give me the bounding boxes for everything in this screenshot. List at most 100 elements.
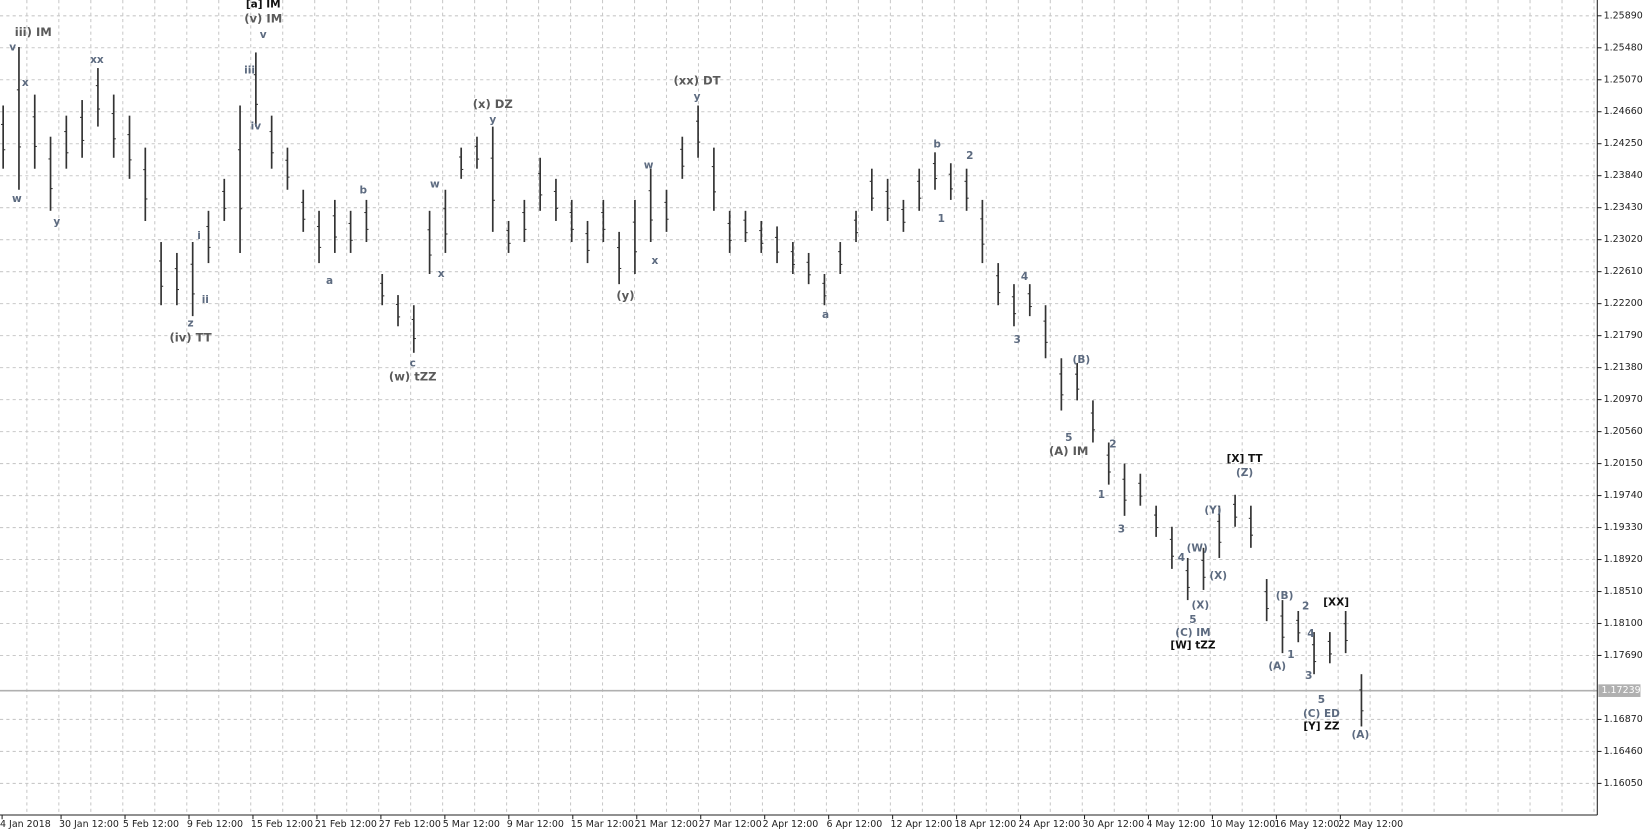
x-tick-label: 6 Apr 12:00 <box>827 819 883 830</box>
wave-label: 4 <box>1021 271 1028 283</box>
x-tick-label: 4 Jan 2018 <box>0 819 51 830</box>
y-tick-label: 1.18920 <box>1604 554 1643 565</box>
x-tick-label: 27 Feb 12:00 <box>379 819 441 830</box>
x-tick-label: 9 Mar 12:00 <box>507 819 564 830</box>
x-tick-label: 4 May 12:00 <box>1146 819 1205 830</box>
wave-label: v <box>260 29 267 41</box>
x-tick-label: 30 Apr 12:00 <box>1082 819 1144 830</box>
x-tick-label: 21 Mar 12:00 <box>635 819 698 830</box>
y-tick-label: 1.25070 <box>1604 74 1643 85</box>
x-tick-label: 9 Feb 12:00 <box>187 819 243 830</box>
wave-label: y <box>694 91 701 103</box>
wave-label: b <box>359 185 367 197</box>
wave-label: xx <box>90 54 104 66</box>
plot-area <box>0 0 1597 815</box>
x-tick-label: 18 Apr 12:00 <box>954 819 1016 830</box>
wave-label: [XX] <box>1323 596 1349 608</box>
y-tick-label: 1.21790 <box>1604 330 1643 341</box>
y-tick-label: 1.17690 <box>1604 650 1643 661</box>
wave-label: iii <box>244 65 255 77</box>
y-tick-label: 1.22200 <box>1604 298 1643 309</box>
x-tick-label: 5 Feb 12:00 <box>123 819 179 830</box>
last-price-label: 1.17239 <box>1602 685 1641 696</box>
wave-label: y <box>489 114 496 126</box>
x-tick-label: 22 May 12:00 <box>1338 819 1403 830</box>
wave-label: (x) DZ <box>473 97 513 111</box>
wave-label: 3 <box>1118 524 1125 536</box>
wave-label: (iv) TT <box>169 331 211 345</box>
x-tick-label: 16 May 12:00 <box>1274 819 1339 830</box>
wave-label: (W) <box>1187 543 1208 555</box>
x-tick-label: 24 Apr 12:00 <box>1018 819 1080 830</box>
wave-label: y <box>53 216 60 228</box>
y-tick-label: 1.16460 <box>1604 746 1643 757</box>
wave-label: v <box>9 41 16 53</box>
grid <box>0 0 1598 816</box>
wave-label: a <box>326 275 333 287</box>
x-tick-label: 30 Jan 12:00 <box>59 819 119 830</box>
wave-label: (X) <box>1209 570 1227 582</box>
wave-label: (A) <box>1352 729 1370 741</box>
y-tick-label: 1.20150 <box>1604 458 1643 469</box>
bars <box>0 47 1598 727</box>
wave-label: 5 <box>1065 432 1072 444</box>
wave-label: iv <box>251 120 262 132</box>
wave-label: (w) tZZ <box>389 369 437 383</box>
wave-label: [X] TT <box>1227 453 1264 465</box>
y-tick-label: 1.22610 <box>1604 266 1643 277</box>
y-tick-label: 1.24660 <box>1604 106 1643 117</box>
wave-label: [Y] ZZ <box>1303 721 1340 733</box>
wave-label: 4 <box>1307 628 1314 640</box>
wave-label: (v) IM <box>244 11 282 25</box>
wave-label: 4 <box>1178 552 1185 564</box>
wave-label: (A) IM <box>1049 444 1088 458</box>
x-tick-label: 15 Feb 12:00 <box>251 819 313 830</box>
wave-label: 5 <box>1318 694 1325 706</box>
wave-label: (Z) <box>1236 467 1253 479</box>
wave-label: ii <box>202 294 209 306</box>
wave-label: 1 <box>1287 649 1294 661</box>
wave-label: [a] IM <box>246 0 281 10</box>
y-tick-label: 1.16870 <box>1604 714 1643 725</box>
wave-label: (B) <box>1073 354 1091 366</box>
x-tick-label: 10 May 12:00 <box>1210 819 1275 830</box>
wave-label: [W] tZZ <box>1170 639 1216 651</box>
y-tick-label: 1.23840 <box>1604 170 1643 181</box>
y-tick-label: 1.20970 <box>1604 394 1643 405</box>
wave-label: (C) ED <box>1303 708 1340 720</box>
x-tick-label: 21 Feb 12:00 <box>315 819 377 830</box>
y-tick-label: 1.19740 <box>1604 490 1643 501</box>
wave-label: 5 <box>1189 614 1196 626</box>
x-tick-label: 27 Mar 12:00 <box>699 819 762 830</box>
wave-label: iii) IM <box>15 25 52 39</box>
wave-label: w <box>12 193 22 205</box>
wave-label: (Y) <box>1204 505 1221 517</box>
wave-label: (y) <box>616 288 634 302</box>
wave-label: z <box>188 317 194 329</box>
y-tick-label: 1.16050 <box>1604 778 1643 789</box>
wave-label: 2 <box>1302 601 1309 613</box>
y-tick-label: 1.23020 <box>1604 234 1643 245</box>
wave-label: 1 <box>1098 489 1105 501</box>
y-tick-label: 1.24250 <box>1604 138 1643 149</box>
wave-label: 3 <box>1305 670 1312 682</box>
wave-label: a <box>822 309 829 321</box>
x-tick-label: 5 Mar 12:00 <box>443 819 500 830</box>
wave-label: 2 <box>966 150 973 162</box>
wave-label: w <box>430 178 440 190</box>
wave-label: w <box>644 159 654 171</box>
wave-label: 2 <box>1109 438 1116 450</box>
wave-label: (A) <box>1268 661 1286 673</box>
y-tick-label: 1.23430 <box>1604 202 1643 213</box>
x-tick-label: 15 Mar 12:00 <box>571 819 634 830</box>
wave-label: c <box>410 357 416 369</box>
x-tick-label: 2 Apr 12:00 <box>763 819 819 830</box>
wave-label: (X) <box>1191 599 1209 611</box>
wave-label: x <box>22 77 29 89</box>
wave-label: b <box>933 138 941 150</box>
y-tick-label: 1.18510 <box>1604 586 1643 597</box>
last-price-box <box>1598 684 1641 697</box>
wave-label: 1 <box>938 213 945 225</box>
